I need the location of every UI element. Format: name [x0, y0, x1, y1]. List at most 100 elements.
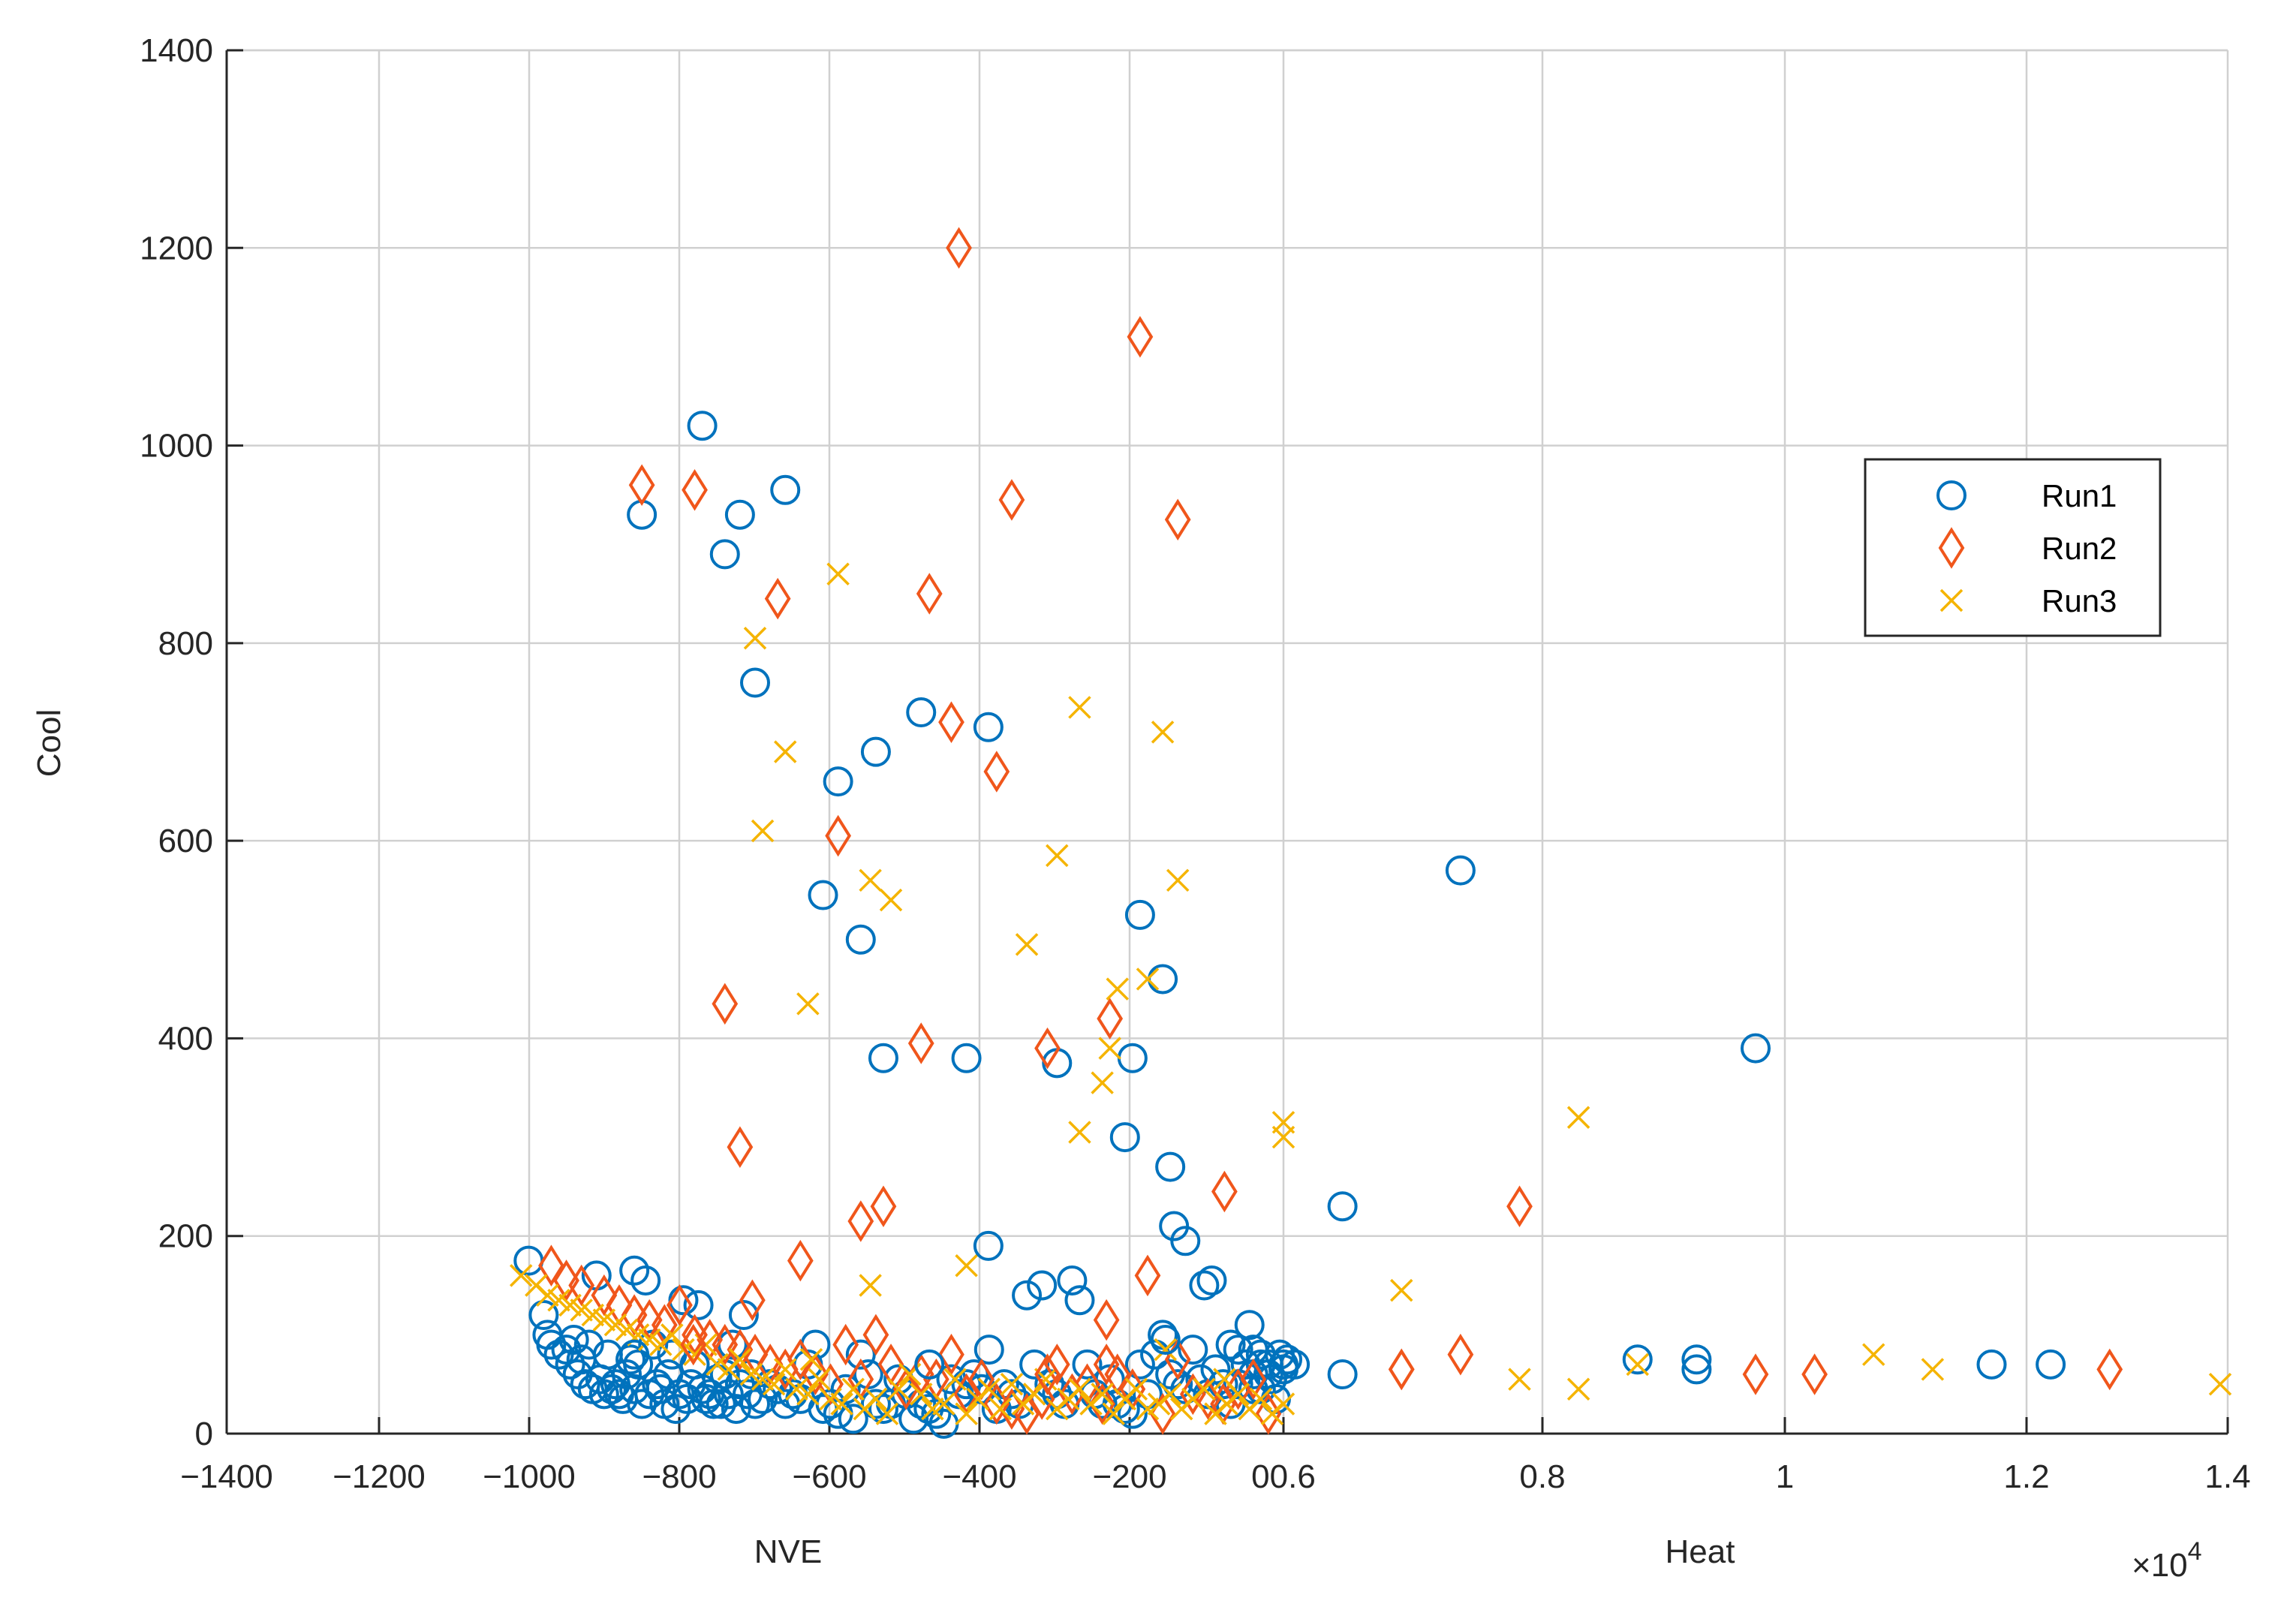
legend-label-run2: Run2 — [2042, 531, 2117, 566]
run1-point — [1445, 855, 1476, 886]
run1-point — [838, 1404, 868, 1434]
run1-point — [1155, 1151, 1186, 1182]
run3-point — [1000, 1372, 1024, 1396]
run2-point — [1093, 1344, 1120, 1386]
legend-label-run1: Run1 — [2042, 478, 2117, 513]
run2-point — [538, 1244, 564, 1286]
run3-point — [819, 1387, 842, 1411]
run3-point — [536, 1283, 559, 1307]
run1-point — [830, 1374, 861, 1404]
run2-point — [757, 1344, 784, 1386]
run1-point — [615, 1344, 646, 1375]
legend: Run1 Run2 Run3 — [1864, 458, 2162, 637]
run3-point — [830, 1392, 853, 1416]
run3-point — [859, 868, 882, 892]
run3-point — [1271, 1392, 1295, 1416]
x-axis-label-heat: Heat — [1666, 1533, 1735, 1570]
x-tick-label: −600 — [792, 1458, 866, 1495]
run2-point — [998, 479, 1025, 521]
run3-point — [841, 1377, 865, 1401]
run1-point — [619, 1255, 650, 1286]
run3-point — [1508, 1368, 1531, 1391]
run2-point — [1093, 1299, 1120, 1341]
run3-point — [799, 1348, 823, 1371]
run3-point — [1154, 1338, 1177, 1362]
run1-point — [740, 667, 770, 698]
run3-point — [751, 819, 775, 843]
run3-point — [859, 1274, 882, 1297]
run3-point — [1068, 1121, 1091, 1144]
legend-run2-marker — [1938, 527, 1965, 569]
run1-point — [698, 1389, 729, 1419]
run1-point — [1268, 1349, 1298, 1380]
run3-point — [955, 1253, 978, 1277]
x-ticks: −1400 −1200 −1000 −800 −600 −400 −200 00.6 0.8 1 1… — [180, 1417, 2251, 1495]
run1-point — [1012, 1280, 1043, 1311]
run1-point — [860, 1389, 891, 1419]
run2-point — [787, 1239, 814, 1282]
run2-point — [727, 1126, 754, 1169]
run3-point — [1022, 1383, 1046, 1406]
x-tick-label: 1.4 — [2204, 1458, 2250, 1495]
run2-point — [862, 1314, 889, 1356]
run2-point — [553, 1259, 579, 1302]
run2-point — [1097, 998, 1124, 1040]
run1-point — [914, 1349, 945, 1380]
run1-point — [1234, 1310, 1265, 1341]
run2-point — [1164, 498, 1191, 541]
run2-point — [1211, 1170, 1238, 1213]
x-tick-label: 1 — [1776, 1458, 1794, 1495]
run2-point — [667, 1284, 693, 1326]
run2-point — [1801, 1353, 1828, 1395]
run1-point — [951, 1369, 982, 1400]
y-tick-label: 1400 — [140, 32, 213, 69]
run3-point — [879, 888, 903, 912]
run1-point — [973, 1335, 1004, 1365]
run1-point — [630, 1265, 661, 1296]
run3-point — [943, 1368, 967, 1391]
run1-point — [1163, 1369, 1193, 1400]
run1-point — [1223, 1335, 1253, 1365]
run3-point — [1102, 1402, 1125, 1425]
run2-point — [727, 1329, 754, 1371]
run2-point — [946, 227, 972, 269]
run1-point — [770, 474, 801, 505]
run1-point — [860, 736, 891, 767]
run3-point — [581, 1303, 605, 1327]
y-tick-label: 200 — [158, 1218, 213, 1255]
run3-point — [751, 1368, 775, 1391]
run1-point — [645, 1374, 676, 1404]
run3-point — [1271, 1125, 1295, 1149]
run3-point — [773, 740, 797, 763]
run1-point — [808, 880, 838, 910]
run1-point — [1117, 1398, 1148, 1429]
data-marks — [509, 227, 2232, 1439]
run3-point — [1091, 1071, 1114, 1094]
y-tick-label: 0 — [195, 1416, 213, 1452]
run3-point — [932, 1392, 955, 1416]
run1-point — [845, 1339, 876, 1370]
run1-point — [573, 1329, 604, 1360]
run1-point — [740, 1389, 770, 1419]
run1-point — [898, 1404, 929, 1434]
run3-point — [637, 1328, 661, 1352]
run2-point — [1255, 1392, 1282, 1435]
run1-point — [683, 1290, 714, 1320]
run1-point — [1064, 1285, 1095, 1316]
run2-point — [983, 751, 1010, 793]
run2-point — [1179, 1373, 1206, 1416]
run3-point — [1106, 977, 1129, 1001]
y-ticks: 0 200 400 600 800 1000 1200 1400 — [140, 32, 243, 1452]
run1-point — [1272, 1344, 1303, 1375]
run1-point — [973, 712, 1004, 742]
x-tick-label: −200 — [1092, 1458, 1166, 1495]
grid — [227, 49, 2229, 1434]
run1-point — [1741, 1033, 1771, 1064]
x-tick-label: −1200 — [333, 1458, 426, 1495]
y-tick-label: 1000 — [140, 428, 213, 465]
run2-point — [802, 1353, 829, 1395]
run3-point — [661, 1323, 684, 1347]
run3-point — [773, 1358, 797, 1381]
run1-point — [1109, 1122, 1140, 1153]
